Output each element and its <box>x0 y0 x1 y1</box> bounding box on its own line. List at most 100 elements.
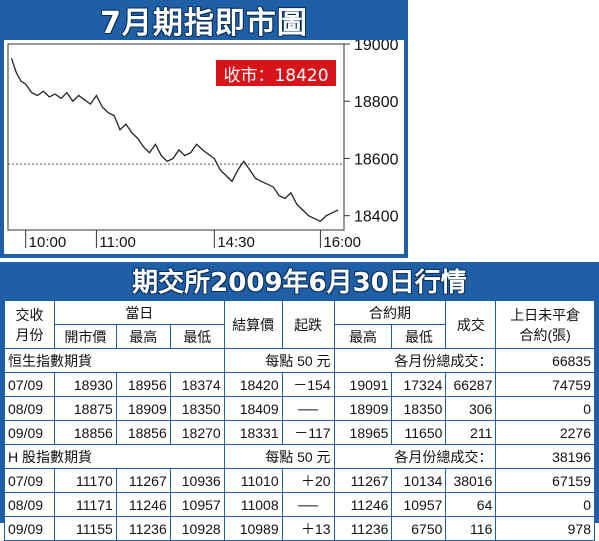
table-cell: 11010 <box>223 468 283 493</box>
table-cell: 116 <box>445 516 497 541</box>
table-cell: 11246 <box>115 492 171 517</box>
header-cp-low: 最低 <box>391 324 447 349</box>
chart-area: 19000 18800 18600 18400 10:00 11:00 14:30 16:00… <box>4 40 404 254</box>
table-cell: 38016 <box>445 468 497 493</box>
quotes-table-wrap: 交收 月份 當日 結算價 起跌 合約期 成交 上日未平倉 合約(張) 開市價 最… <box>0 298 599 541</box>
intraday-chart-panel: 7月期指即市圖 19000 18800 18600 18400 10:00 11:00 14… <box>0 0 408 258</box>
x-tick-label: 14:30 <box>217 234 255 251</box>
table-cell: 10928 <box>169 516 225 541</box>
table-cell: 0 <box>495 492 595 517</box>
table-cell: 11155 <box>53 516 117 541</box>
table-cell: 18965 <box>333 420 393 445</box>
table-row: 07/09 18930 18956 18374 18420 －154 19091 17324 6… <box>4 372 595 397</box>
table-cell: －154 <box>281 372 335 397</box>
table-cell: 18875 <box>53 396 117 421</box>
table-title-bar: 期交所2009年6月30日行情 <box>0 262 599 298</box>
table-cell: 306 <box>445 396 497 421</box>
table-cell: 07/09 <box>4 468 55 493</box>
header-high: 最高 <box>115 324 171 349</box>
table-cell: 09/09 <box>4 420 55 445</box>
table-cell: 6750 <box>391 516 447 541</box>
table-cell: 17324 <box>391 372 447 397</box>
table-cell: 18909 <box>333 396 393 421</box>
table-cell: 11267 <box>115 468 171 493</box>
table-cell: 18270 <box>169 420 225 445</box>
header-settle: 結算價 <box>223 300 283 349</box>
table-cell: 18856 <box>53 420 117 445</box>
table-cell: 10957 <box>391 492 447 517</box>
table-cell: 74759 <box>495 372 595 397</box>
y-tick-label: 18600 <box>354 151 399 168</box>
table-cell: 18409 <box>223 396 283 421</box>
table-cell: 2276 <box>495 420 595 445</box>
table-row: 08/09 11171 11246 10957 11008 ── 11246 10957 64 0 <box>4 492 595 517</box>
table-cell: 978 <box>495 516 595 541</box>
x-tick-label: 16:00 <box>323 234 361 251</box>
header-contract-month: 交收 月份 <box>4 300 55 349</box>
table-cell: 08/09 <box>4 492 55 517</box>
section-point-value: 每點 50 元 <box>223 348 335 373</box>
table-cell: 10989 <box>223 516 283 541</box>
section-name: 恒生指數期貨 <box>4 348 225 373</box>
header-change: 起跌 <box>281 300 335 349</box>
y-tick-label: 19000 <box>354 40 399 54</box>
table-cell: ＋13 <box>281 516 335 541</box>
table-cell: 18930 <box>53 372 117 397</box>
header-low: 最低 <box>169 324 225 349</box>
table-cell: 08/09 <box>4 396 55 421</box>
table-cell: 09/09 <box>4 516 55 541</box>
section-row: H 股指數期貨 每點 50 元各月份總成交： 38196 <box>4 444 595 469</box>
table-cell: 18909 <box>115 396 171 421</box>
table-cell: 18350 <box>169 396 225 421</box>
table-cell: 18956 <box>115 372 171 397</box>
table-cell: 18374 <box>169 372 225 397</box>
table-cell: 11008 <box>223 492 283 517</box>
section-total-oi: 38196 <box>495 444 595 469</box>
x-tick-label: 10:00 <box>29 234 67 251</box>
intraday-line-chart: 19000 18800 18600 18400 10:00 11:00 14:30 16:00 <box>7 40 399 251</box>
table-cell: 07/09 <box>4 372 55 397</box>
table-cell: 10957 <box>169 492 225 517</box>
header-today: 當日 <box>53 300 225 325</box>
section-total-label: 各月份總成交： <box>333 444 497 469</box>
section-row: 恒生指數期貨 每點 50 元各月份總成交： 66835 <box>4 348 595 373</box>
table-cell: 11267 <box>333 468 393 493</box>
table-cell: ── <box>281 396 335 421</box>
table-cell: 67159 <box>495 468 595 493</box>
header-prev-oi: 上日未平倉 合約(張) <box>495 300 595 349</box>
header-contract-period: 合約期 <box>333 300 447 325</box>
table-row: 09/09 11155 11236 10928 10989 ＋13 11236 6750 116… <box>4 516 595 541</box>
section-point-value: 每點 50 元 <box>223 444 335 469</box>
table-cell: 18350 <box>391 396 447 421</box>
table-cell: ── <box>281 492 335 517</box>
y-tick-label: 18400 <box>354 209 399 226</box>
table-cell: 11650 <box>391 420 447 445</box>
header-open: 開市價 <box>53 324 117 349</box>
table-cell: 10134 <box>391 468 447 493</box>
x-tick-label: 11:00 <box>99 234 135 251</box>
section-total-oi: 66835 <box>495 348 595 373</box>
table-cell: 19091 <box>333 372 393 397</box>
table-cell: 211 <box>445 420 497 445</box>
table-cell: 18420 <box>223 372 283 397</box>
series-line <box>10 58 339 223</box>
plot-frame <box>7 43 345 231</box>
table-title: 期交所2009年6月30日行情 <box>132 267 467 298</box>
futures-quotes-table: 交收 月份 當日 結算價 起跌 合約期 成交 上日未平倉 合約(張) 開市價 最… <box>4 300 595 541</box>
close-price-badge: 收市：18420 <box>216 60 336 86</box>
table-cell: ＋20 <box>281 468 335 493</box>
table-cell: 11236 <box>333 516 393 541</box>
table-cell: －117 <box>281 420 335 445</box>
table-cell: 10936 <box>169 468 225 493</box>
table-cell: 11170 <box>53 468 117 493</box>
table-row: 09/09 18856 18856 18270 18331 －117 18965 11650 2… <box>4 420 595 445</box>
chart-title-bar: 7月期指即市圖 <box>0 0 408 41</box>
table-cell: 11171 <box>53 492 117 517</box>
y-tick-label: 18800 <box>354 94 399 111</box>
table-cell: 11236 <box>115 516 171 541</box>
table-row: 07/09 11170 11267 10936 11010 ＋20 11267 10134 38… <box>4 468 595 493</box>
table-cell: 64 <box>445 492 497 517</box>
header-volume: 成交 <box>445 300 497 349</box>
table-cell: 66287 <box>445 372 497 397</box>
table-cell: 18856 <box>115 420 171 445</box>
